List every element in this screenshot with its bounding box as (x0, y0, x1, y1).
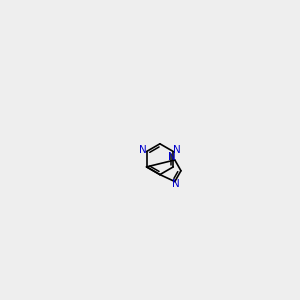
Text: N: N (168, 152, 176, 162)
Text: N: N (172, 179, 180, 189)
Text: N: N (173, 145, 181, 155)
Text: N: N (139, 145, 147, 155)
